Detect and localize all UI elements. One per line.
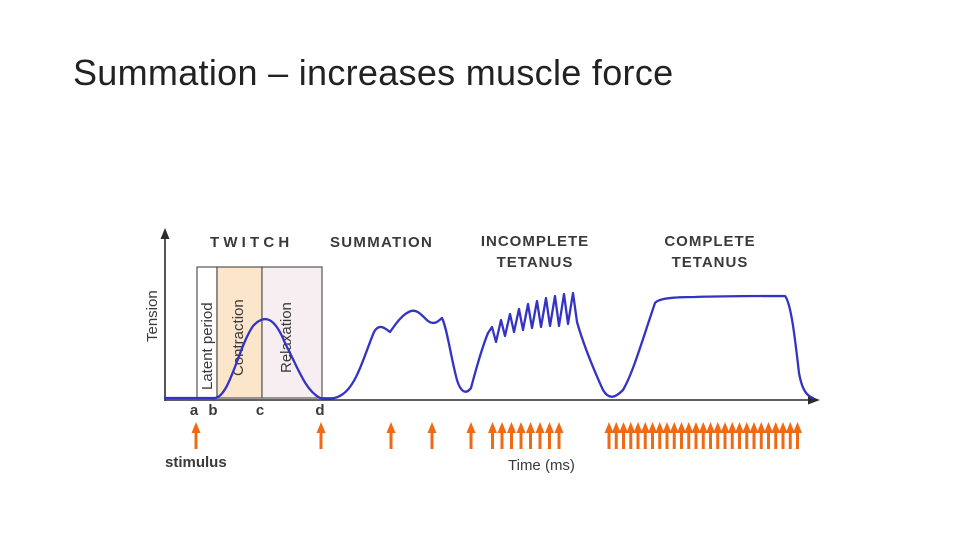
relaxation-label: Relaxation — [278, 302, 295, 373]
stimulus-arrow-complete-tetanus — [662, 422, 672, 449]
stimulus-arrow-complete-tetanus — [742, 422, 752, 449]
stimulus-arrow-incomplete-tetanus — [545, 422, 554, 449]
point-a-label: a — [190, 402, 199, 419]
stimulus-arrow-complete-tetanus — [756, 422, 766, 449]
stimulus-arrow-complete-tetanus — [720, 422, 730, 449]
stimulus-arrow-complete-tetanus — [640, 422, 650, 449]
y-axis-label: Tension — [144, 290, 161, 342]
contraction-box — [216, 266, 263, 399]
stimulus-arrow-complete-tetanus — [626, 422, 636, 449]
stimulus-arrows — [191, 422, 802, 449]
stimulus-arrow-complete-tetanus — [785, 422, 795, 449]
stimulus-arrow-incomplete-tetanus — [507, 422, 516, 449]
stimulus-arrow-complete-tetanus — [713, 422, 723, 449]
incomplete-tetanus-header-line2: TETANUS — [497, 254, 574, 271]
stimulus-arrow-complete-tetanus — [691, 422, 701, 449]
diagram-canvas: Latent period Contraction Relaxation Ten… — [144, 228, 820, 474]
contraction-label: Contraction — [230, 299, 247, 376]
twitch-header: T W I T C H — [210, 234, 289, 251]
stimulus-arrow-complete-tetanus — [735, 422, 744, 449]
stimulus-arrow-complete-tetanus — [648, 422, 657, 449]
point-c-label: c — [256, 402, 264, 419]
stimulus-arrow-complete-tetanus — [793, 422, 802, 449]
slide-title: Summation – increases muscle force — [73, 52, 674, 93]
stimulus-arrow-complete-tetanus — [604, 422, 614, 449]
stimulus-arrow-complete-tetanus — [684, 422, 694, 449]
stimulus-label: stimulus — [165, 454, 227, 471]
tension-curve — [163, 291, 815, 400]
stimulus-arrow-complete-tetanus — [655, 422, 665, 449]
latent-period-label: Latent period — [199, 302, 216, 390]
y-axis-arrowhead — [160, 228, 170, 239]
stimulus-arrow-incomplete-tetanus — [554, 422, 564, 449]
incomplete-tetanus-header-line1: INCOMPLETE — [481, 233, 589, 250]
stimulus-arrow-incomplete-tetanus — [488, 422, 497, 449]
muscle-tension-diagram: Latent period Contraction Relaxation Ten… — [135, 218, 825, 480]
stimulus-arrow-complete-tetanus — [749, 422, 759, 449]
stimulus-arrow-summation — [427, 422, 437, 449]
stimulus-arrow-twitch — [191, 422, 201, 449]
complete-tetanus-header-line2: TETANUS — [672, 254, 749, 271]
summation-header: SUMMATION — [330, 234, 433, 251]
complete-tetanus-header-line1: COMPLETE — [664, 233, 755, 250]
stimulus-arrow-complete-tetanus — [764, 422, 773, 449]
relaxation-box — [261, 266, 323, 399]
stimulus-arrow-complete-tetanus — [698, 422, 708, 449]
stimulus-arrow-incomplete-tetanus — [466, 422, 476, 449]
stimulus-arrow-summation — [386, 422, 396, 449]
point-d-label: d — [315, 402, 324, 419]
stimulus-arrow-incomplete-tetanus — [535, 422, 545, 449]
stimulus-arrow-incomplete-tetanus — [526, 422, 535, 449]
stimulus-arrow-complete-tetanus — [706, 422, 715, 449]
stimulus-arrow-twitch — [316, 422, 326, 449]
stimulus-arrow-complete-tetanus — [778, 422, 788, 449]
stimulus-arrow-complete-tetanus — [727, 422, 737, 449]
stimulus-arrow-complete-tetanus — [677, 422, 686, 449]
stimulus-arrow-complete-tetanus — [669, 422, 679, 449]
x-axis-label: Time (ms) — [508, 457, 575, 474]
stimulus-arrow-complete-tetanus — [611, 422, 621, 449]
point-b-label: b — [208, 402, 217, 419]
stimulus-arrow-complete-tetanus — [633, 422, 643, 449]
stimulus-arrow-incomplete-tetanus — [497, 422, 507, 449]
stimulus-arrow-complete-tetanus — [619, 422, 628, 449]
stimulus-arrow-incomplete-tetanus — [516, 422, 526, 449]
stimulus-arrow-complete-tetanus — [771, 422, 781, 449]
